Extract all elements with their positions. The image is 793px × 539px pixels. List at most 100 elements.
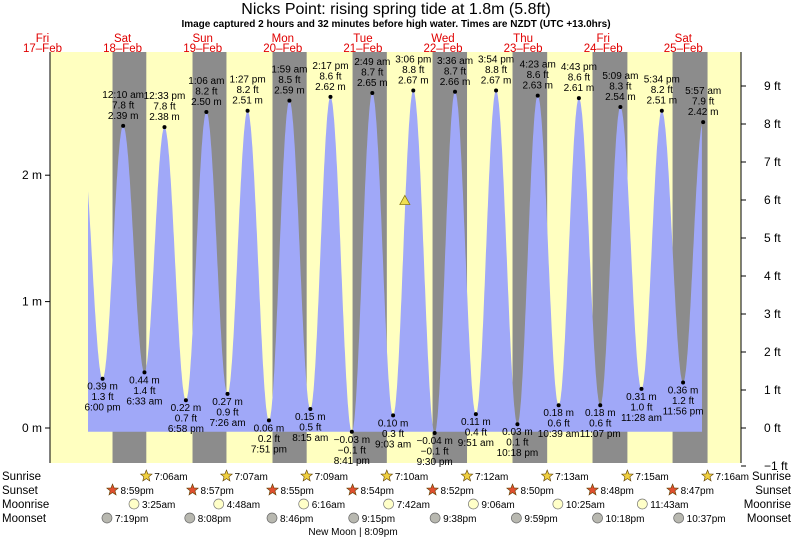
low-tide-label: 0.15 m bbox=[295, 412, 326, 423]
high-tide-point bbox=[287, 98, 292, 103]
low-tide-label: 0.11 m bbox=[461, 417, 491, 428]
current-tide-marker bbox=[399, 194, 411, 205]
high-tide-label: 8.2 ft bbox=[195, 87, 217, 98]
sunrise-icon bbox=[219, 469, 233, 482]
high-tide-label: 2.51 m bbox=[647, 96, 678, 107]
moonrise-time: 4:48am bbox=[227, 500, 260, 511]
high-tide-label: 8.7 ft bbox=[444, 66, 466, 77]
high-tide-label: 12:10 am bbox=[102, 90, 144, 101]
high-tide-label: 2.67 m bbox=[481, 76, 512, 87]
high-tide-label: 2.51 m bbox=[232, 96, 263, 107]
sunset-icon bbox=[426, 483, 439, 496]
high-tide-label: 2.42 m bbox=[688, 107, 719, 118]
low-tide-label: 9:03 am bbox=[375, 439, 411, 450]
sunrise-icon bbox=[139, 469, 153, 482]
axes-layer: 0 m 1 m 2 m −1 ft 0 ft 1 ft 2 ft 3 ft 4 ft 5 ft 6 … bbox=[22, 52, 788, 473]
low-tide-label: −0.1 ft bbox=[338, 445, 366, 456]
low-tide-point bbox=[432, 431, 437, 436]
low-tide-label: 0.3 ft bbox=[382, 429, 404, 440]
date-label: 25–Feb bbox=[664, 43, 703, 55]
high-tide-label: 8.8 ft bbox=[485, 65, 507, 76]
high-tide-point bbox=[494, 88, 499, 93]
sunset-time: 8:47pm bbox=[681, 486, 714, 497]
moonset-icon bbox=[101, 512, 113, 524]
low-tide-point bbox=[100, 376, 105, 381]
right-tick-label: 6 ft bbox=[764, 193, 781, 207]
high-tide-point bbox=[576, 96, 581, 101]
high-tide-label: 1:06 am bbox=[188, 76, 224, 87]
sun-moon-rows-layer: Sunrise Sunrise Sunset Sunset Moonrise Moonri… bbox=[2, 469, 792, 538]
high-tide-point bbox=[701, 120, 706, 125]
low-tide-label: 1.0 ft bbox=[630, 402, 652, 413]
day-of-week-label: Thu bbox=[513, 33, 533, 45]
moonset-icon bbox=[592, 512, 603, 524]
moonrise-time: 11:43am bbox=[650, 500, 688, 511]
chart-subtitle: Image captured 2 hours and 32 minutes be… bbox=[181, 19, 610, 30]
date-label: 24–Feb bbox=[584, 43, 623, 55]
right-tick-label: −1 ft bbox=[764, 459, 788, 473]
high-tide-label: 3:54 pm bbox=[478, 55, 514, 66]
sunrise-row-label-right: Sunrise bbox=[752, 471, 791, 483]
sunset-icon bbox=[586, 483, 599, 496]
moonset-row-label-right: Moonset bbox=[747, 513, 792, 525]
high-tide-point bbox=[245, 108, 250, 113]
high-tide-point bbox=[162, 125, 167, 130]
low-tide-label: 0.10 m bbox=[378, 418, 409, 429]
right-tick-label: 2 ft bbox=[764, 345, 781, 359]
moonset-row-label-left: Moonset bbox=[2, 513, 47, 525]
low-tide-label: 7:51 pm bbox=[251, 444, 287, 455]
day-of-week-label: Fri bbox=[596, 33, 609, 45]
left-tick-label: 2 m bbox=[22, 168, 42, 182]
high-tide-label: 2.50 m bbox=[191, 97, 222, 108]
high-tide-point bbox=[204, 110, 209, 114]
moonrise-icon bbox=[213, 498, 225, 510]
high-tide-point bbox=[411, 88, 416, 93]
date-label: 23–Feb bbox=[504, 43, 543, 55]
moonrise-icon bbox=[552, 498, 564, 510]
low-tide-label: −0.04 m bbox=[416, 436, 452, 447]
sunrise-icon bbox=[300, 469, 314, 482]
sunset-icon bbox=[266, 483, 279, 496]
sunset-time: 8:59pm bbox=[121, 486, 154, 497]
moonset-time: 9:15pm bbox=[362, 514, 395, 525]
high-tide-label: 2.54 m bbox=[605, 92, 636, 103]
low-tide-label: 6:58 pm bbox=[168, 424, 204, 435]
sunrise-time: 7:12am bbox=[475, 472, 508, 483]
new-moon-label: New Moon | 8:09pm bbox=[308, 527, 397, 538]
high-tide-label: 2:17 pm bbox=[312, 61, 348, 72]
date-label: 20–Feb bbox=[263, 43, 302, 55]
sunset-time: 8:52pm bbox=[441, 486, 474, 497]
low-tide-label: 0.22 m bbox=[171, 403, 202, 414]
low-tide-label: 9:30 pm bbox=[417, 457, 453, 468]
right-tick-label: 4 ft bbox=[764, 269, 781, 283]
low-tide-label: 0.4 ft bbox=[465, 428, 487, 439]
low-tide-point bbox=[473, 412, 478, 417]
high-tide-label: 4:23 am bbox=[520, 60, 556, 71]
sunset-row-label-left: Sunset bbox=[2, 485, 39, 497]
right-tick-label: 1 ft bbox=[764, 383, 781, 397]
date-label: 21–Feb bbox=[343, 43, 382, 55]
moonset-time: 8:46pm bbox=[280, 514, 313, 525]
low-tide-label: 11:28 am bbox=[621, 413, 662, 424]
low-tide-label: 1.3 ft bbox=[91, 392, 113, 403]
low-tide-point bbox=[391, 413, 396, 418]
right-tick-label: 8 ft bbox=[764, 117, 781, 131]
high-tide-point bbox=[370, 91, 375, 96]
date-label: 19–Feb bbox=[183, 43, 222, 55]
high-tide-label: 7.8 ft bbox=[153, 102, 175, 113]
low-tide-label: 0.44 m bbox=[129, 375, 160, 386]
low-tide-label: 0.7 ft bbox=[175, 414, 197, 425]
low-tide-point bbox=[225, 391, 230, 396]
moonrise-icon bbox=[298, 498, 310, 510]
low-tide-label: 0.06 m bbox=[254, 423, 285, 434]
low-tide-label: 0.18 m bbox=[543, 408, 574, 419]
moonrise-icon bbox=[128, 498, 140, 510]
low-tide-label: 1.2 ft bbox=[672, 396, 694, 407]
low-tide-label: 11:56 pm bbox=[663, 406, 704, 417]
low-tide-label: 0.36 m bbox=[668, 385, 699, 396]
right-tick-label: 7 ft bbox=[764, 155, 781, 169]
high-tide-label: 7.9 ft bbox=[692, 97, 714, 108]
low-tide-point bbox=[598, 403, 603, 408]
